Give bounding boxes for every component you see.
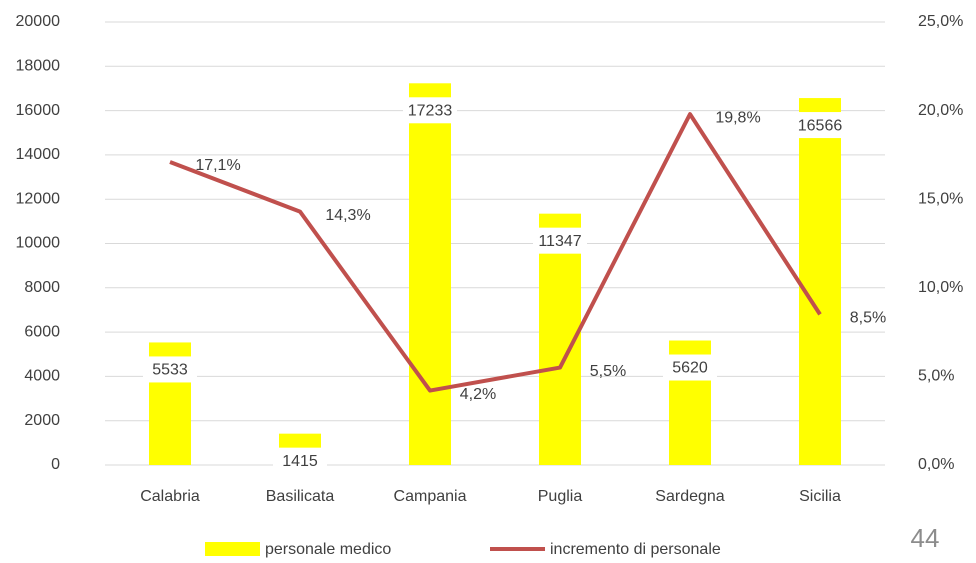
legend-swatch	[205, 542, 260, 556]
x-tick-label: Calabria	[140, 488, 200, 505]
y-tick-label: 14000	[16, 146, 61, 163]
data-label: 1415	[282, 453, 318, 470]
y-tick-label: 12000	[16, 190, 61, 207]
y-tick-label: 2000	[24, 412, 60, 429]
data-label: 4,2%	[460, 386, 496, 403]
y-tick-label: 16000	[16, 102, 61, 119]
y-tick-label: 8000	[24, 279, 60, 296]
y2-tick-label: 0,0%	[918, 456, 954, 473]
data-label-bg	[533, 227, 587, 254]
line	[169, 112, 822, 393]
x-tick-label: Sicilia	[799, 488, 841, 505]
data-label-bg	[663, 354, 717, 381]
data-label: 17233	[408, 103, 453, 120]
y-tick-label: 4000	[24, 368, 60, 385]
y-tick-label: 20000	[16, 13, 61, 30]
y2-tick-label: 20,0%	[918, 102, 963, 119]
x-tick-label: Puglia	[538, 488, 583, 505]
y-tick-label: 18000	[16, 58, 61, 75]
data-label: 19,8%	[715, 109, 760, 126]
data-label-bg	[793, 112, 847, 139]
data-label: 5533	[152, 362, 188, 379]
x-tick-label: Basilicata	[266, 488, 335, 505]
data-label: 14,3%	[325, 207, 370, 224]
data-label: 16566	[798, 117, 843, 134]
y2-tick-label: 10,0%	[918, 279, 963, 296]
data-label-bg	[273, 447, 327, 474]
data-label: 5,5%	[590, 363, 626, 380]
data-label: 11347	[538, 233, 581, 250]
data-label-bg	[143, 356, 197, 383]
x-tick-label: Campania	[394, 488, 467, 505]
y-tick-label: 10000	[16, 235, 61, 252]
data-label: 17,1%	[195, 157, 240, 174]
y2-tick-label: 15,0%	[918, 190, 963, 207]
slide-number: 44	[911, 523, 940, 553]
data-label-bg	[403, 97, 457, 124]
data-label: 8,5%	[850, 310, 886, 327]
x-tick-label: Sardegna	[655, 488, 724, 505]
bar	[799, 98, 841, 465]
legend-label: incremento di personale	[550, 541, 721, 558]
y2-tick-label: 25,0%	[918, 13, 963, 30]
y-tick-label: 0	[51, 456, 60, 473]
y2-tick-label: 5,0%	[918, 368, 954, 385]
y-tick-label: 6000	[24, 323, 60, 340]
data-label: 5620	[672, 360, 708, 377]
legend-label: personale medico	[265, 541, 391, 558]
bar	[409, 83, 451, 465]
